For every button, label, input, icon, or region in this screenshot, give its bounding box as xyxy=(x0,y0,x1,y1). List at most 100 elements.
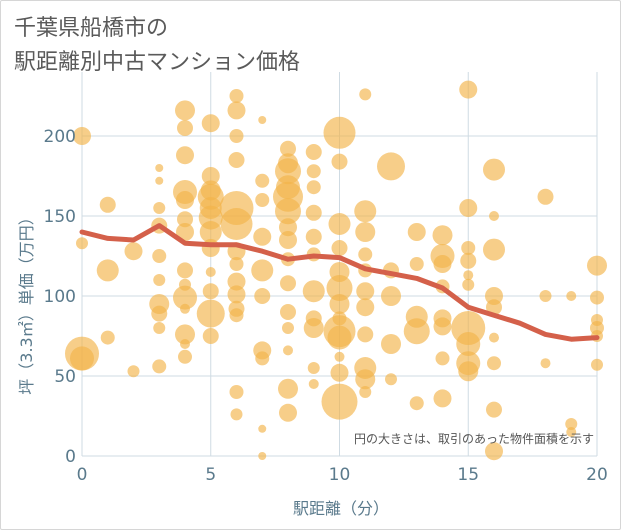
bubble xyxy=(463,270,474,281)
bubble xyxy=(199,221,222,243)
bubble xyxy=(355,222,376,242)
bubble xyxy=(485,442,503,461)
bubble xyxy=(306,164,321,179)
bubble xyxy=(591,358,603,371)
bubble xyxy=(205,267,216,277)
bubble xyxy=(227,285,246,304)
bubble xyxy=(177,262,193,279)
bubble xyxy=(330,363,349,382)
bubble xyxy=(409,396,424,411)
bubble xyxy=(180,303,190,314)
bubble xyxy=(489,211,499,221)
bubble xyxy=(537,188,554,205)
bubble xyxy=(176,223,194,241)
bubble xyxy=(96,259,119,282)
bubble xyxy=(587,255,607,276)
bubble xyxy=(229,385,244,399)
bubble xyxy=(485,287,503,305)
bubble xyxy=(176,146,194,165)
x-axis-label: 駅距離（分） xyxy=(293,499,389,518)
bubble xyxy=(458,361,479,382)
bubble xyxy=(327,325,352,350)
x-tick-label: 20 xyxy=(586,465,608,485)
bubble xyxy=(460,252,477,269)
bubble xyxy=(355,369,376,390)
bubble xyxy=(328,213,351,235)
chart-title: 千葉県船橋市の 駅距離別中古マンション価格 xyxy=(14,12,300,80)
bubble xyxy=(566,427,577,437)
bubble xyxy=(459,80,478,99)
bubble xyxy=(483,158,505,181)
bubble xyxy=(258,452,267,460)
bubble xyxy=(275,198,301,225)
bubble xyxy=(124,242,143,261)
bubble xyxy=(308,379,319,389)
bubble xyxy=(282,322,294,334)
bubble xyxy=(323,116,356,149)
bubble xyxy=(307,362,320,374)
bubble xyxy=(407,223,426,241)
y-tick-label: 150 xyxy=(44,207,76,227)
bubble xyxy=(280,304,296,320)
bubble xyxy=(321,383,358,420)
bubble xyxy=(279,403,297,422)
bubble xyxy=(381,334,401,354)
bubble xyxy=(152,249,167,263)
bubble-size-note: 円の大きさは、取引のあった物件面積を示す xyxy=(354,431,594,446)
bubble xyxy=(279,231,297,249)
bubble xyxy=(565,418,578,430)
bubble xyxy=(432,225,453,246)
bubble xyxy=(331,153,348,170)
bubble-series xyxy=(65,80,607,461)
bubble xyxy=(175,100,195,121)
bubble xyxy=(305,228,322,245)
bubble xyxy=(280,275,296,292)
bubble xyxy=(255,193,270,207)
bubble xyxy=(302,280,325,303)
bubble xyxy=(358,247,373,262)
bubble xyxy=(280,140,296,157)
x-tick-label: 15 xyxy=(457,465,479,485)
bubble xyxy=(176,191,194,209)
bubble xyxy=(177,120,193,136)
bubble xyxy=(196,299,225,328)
bubble xyxy=(173,285,197,310)
chart-title-line-1: 千葉県船橋市の xyxy=(14,16,169,41)
bubble xyxy=(486,401,502,418)
bubble xyxy=(433,255,452,273)
bubble xyxy=(462,278,475,291)
bubble xyxy=(175,324,195,345)
bubble xyxy=(201,167,220,185)
bubble xyxy=(153,274,166,286)
bubble xyxy=(283,345,293,356)
bubble xyxy=(403,318,430,345)
bubble xyxy=(356,298,375,317)
bubble xyxy=(461,241,476,255)
bubble xyxy=(539,290,552,302)
bubble xyxy=(385,373,397,386)
bubble xyxy=(354,200,377,223)
bubble xyxy=(229,257,244,271)
bubble xyxy=(230,408,243,421)
bubble xyxy=(566,291,577,301)
x-tick-label: 0 xyxy=(77,465,88,485)
bubble xyxy=(381,286,401,306)
bubble xyxy=(201,114,220,133)
bubble xyxy=(329,294,350,314)
bubble xyxy=(228,152,245,168)
bubble xyxy=(409,257,424,271)
bubble xyxy=(155,164,164,172)
y-tick-label: 100 xyxy=(44,287,76,307)
bubble xyxy=(334,351,345,362)
bubble xyxy=(435,351,450,366)
bubble xyxy=(303,318,324,338)
y-tick-label: 200 xyxy=(44,127,76,147)
bubble xyxy=(326,275,353,301)
bubble xyxy=(202,328,219,344)
bubble xyxy=(305,144,322,160)
bubble xyxy=(331,240,348,256)
bubble xyxy=(489,332,499,343)
bubble xyxy=(357,326,374,343)
bubble xyxy=(590,290,604,305)
